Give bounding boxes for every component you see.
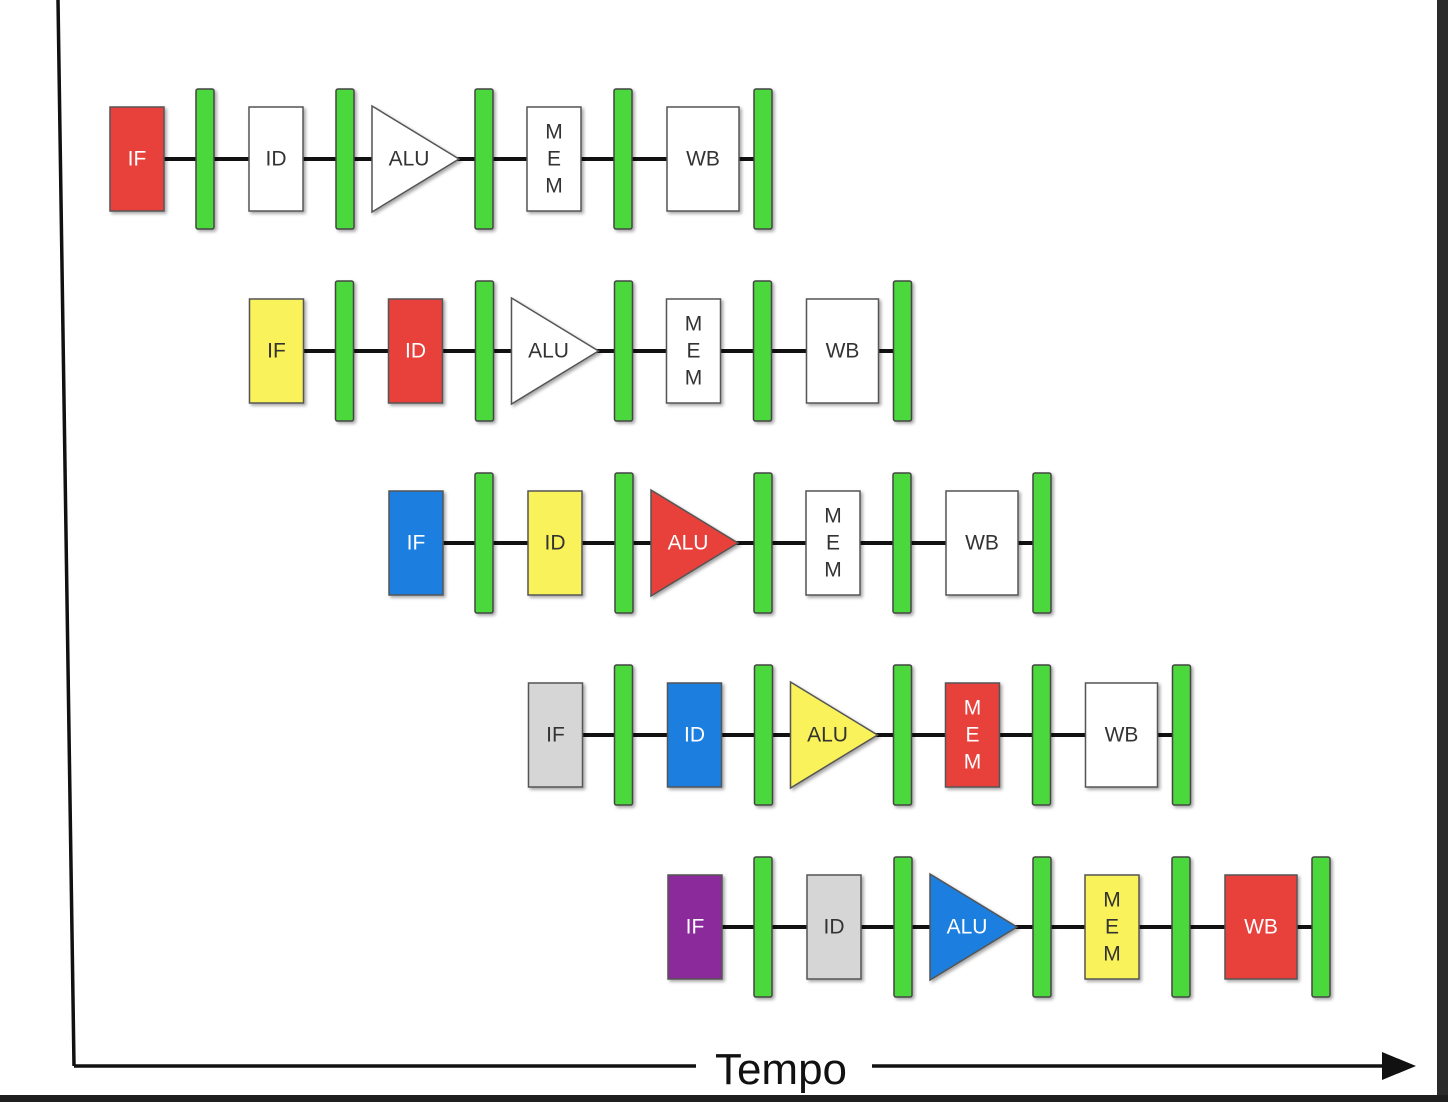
stage-wb-box — [1224, 874, 1298, 980]
stage-mem-letter-2: E — [1105, 916, 1119, 939]
stage-wb-label: WB — [826, 340, 860, 363]
stage-if-label: IF — [686, 916, 705, 939]
stage-if-label: IF — [546, 724, 565, 747]
stage-mem-letter-3: M — [964, 751, 982, 774]
pipeline-register-2 — [753, 664, 774, 806]
pipeline-register-3 — [892, 664, 913, 806]
pipeline-register-1 — [613, 664, 634, 806]
pipeline-register-4 — [1031, 664, 1052, 806]
stage-id-box — [248, 106, 304, 212]
instruction-row-4: IF ID ALU MEM WB — [527, 664, 1192, 806]
vertical-axis — [56, 0, 76, 1067]
stage-wb-label: WB — [686, 148, 720, 171]
pipeline-register-2 — [474, 280, 495, 422]
stage-alu-triangle — [789, 680, 879, 790]
stage-alu-triangle — [929, 872, 1019, 982]
stage-mem-box — [805, 490, 861, 596]
stage-wb-label: WB — [1244, 916, 1278, 939]
stage-mem-letter-1: M — [824, 505, 842, 528]
stage-mem-letter-2: E — [686, 340, 700, 363]
pipeline-register-1 — [334, 280, 355, 422]
pipeline-register-2 — [335, 88, 355, 230]
stage-alu-label: ALU — [947, 916, 988, 939]
pipeline-register-5 — [892, 280, 913, 422]
pipeline-register-3 — [1032, 856, 1052, 998]
pipeline-register-1 — [753, 856, 773, 998]
instruction-row-1: IF ID ALU MEM WB — [109, 88, 773, 230]
stage-id-box — [387, 298, 444, 404]
stage-if-box — [667, 874, 723, 980]
stage-mem-letter-1: M — [1103, 889, 1121, 912]
stage-mem-letter-2: E — [547, 148, 561, 171]
stage-if-box — [388, 490, 444, 596]
stage-if-box — [109, 106, 165, 212]
time-axis-label: Tempo — [696, 1044, 866, 1094]
time-axis-arrow-icon — [1382, 1052, 1416, 1080]
stage-wb-box — [1084, 682, 1159, 788]
instruction-row-2: IF ID ALU MEM WB — [248, 280, 913, 422]
stage-alu-triangle — [371, 104, 461, 214]
stage-mem-letter-3: M — [1103, 943, 1121, 966]
stage-mem-box — [1084, 874, 1140, 980]
pipeline-register-4 — [892, 472, 912, 614]
pipeline-register-1 — [195, 88, 215, 230]
stage-if-label: IF — [128, 148, 147, 171]
frame-edge-right — [1437, 0, 1448, 1102]
stage-alu-label: ALU — [389, 148, 430, 171]
pipeline-register-5 — [1171, 664, 1192, 806]
stage-id-label: ID — [545, 532, 566, 555]
stage-wb-box — [666, 106, 740, 212]
stage-mem-letter-1: M — [964, 697, 982, 720]
stage-mem-letter-3: M — [685, 367, 703, 390]
stage-mem-letter-3: M — [824, 559, 842, 582]
stage-if-box — [248, 298, 305, 404]
pipeline-register-4 — [1171, 856, 1191, 998]
stage-if-label: IF — [267, 340, 286, 363]
stage-id-label: ID — [266, 148, 287, 171]
stage-id-label: ID — [684, 724, 705, 747]
stage-id-box — [666, 682, 723, 788]
stage-alu-triangle — [510, 296, 600, 406]
stage-alu-label: ALU — [668, 532, 709, 555]
instruction-row-3: IF ID ALU MEM WB — [388, 472, 1052, 614]
stage-mem-box — [526, 106, 582, 212]
pipeline-register-2 — [614, 472, 634, 614]
stage-id-label: ID — [824, 916, 845, 939]
frame-edge-bottom — [0, 1095, 1448, 1102]
stage-wb-box — [805, 298, 880, 404]
pipeline-register-1 — [474, 472, 494, 614]
stage-alu-label: ALU — [528, 340, 569, 363]
pipeline-register-5 — [1032, 472, 1052, 614]
pipeline-register-5 — [753, 88, 773, 230]
instruction-row-5: IF ID ALU MEM WB — [667, 856, 1331, 998]
pipeline-register-3 — [474, 88, 494, 230]
pipeline-register-4 — [613, 88, 633, 230]
stage-id-label: ID — [405, 340, 426, 363]
stage-mem-letter-2: E — [826, 532, 840, 555]
stage-mem-letter-3: M — [545, 175, 563, 198]
pipeline-register-3 — [753, 472, 773, 614]
pipeline-register-5 — [1311, 856, 1331, 998]
stage-wb-label: WB — [965, 532, 999, 555]
stage-alu-triangle — [650, 488, 740, 598]
stage-wb-box — [945, 490, 1019, 596]
stage-mem-box — [944, 682, 1001, 788]
stage-id-box — [527, 490, 583, 596]
stage-mem-letter-1: M — [685, 313, 703, 336]
stage-if-box — [527, 682, 584, 788]
stage-alu-label: ALU — [807, 724, 848, 747]
pipeline-register-3 — [613, 280, 634, 422]
stage-wb-label: WB — [1105, 724, 1139, 747]
stage-id-box — [806, 874, 862, 980]
stage-mem-box — [665, 298, 722, 404]
stage-mem-letter-1: M — [545, 121, 563, 144]
stage-if-label: IF — [407, 532, 426, 555]
pipeline-register-2 — [893, 856, 913, 998]
pipeline-register-4 — [752, 280, 773, 422]
stage-mem-letter-2: E — [965, 724, 979, 747]
